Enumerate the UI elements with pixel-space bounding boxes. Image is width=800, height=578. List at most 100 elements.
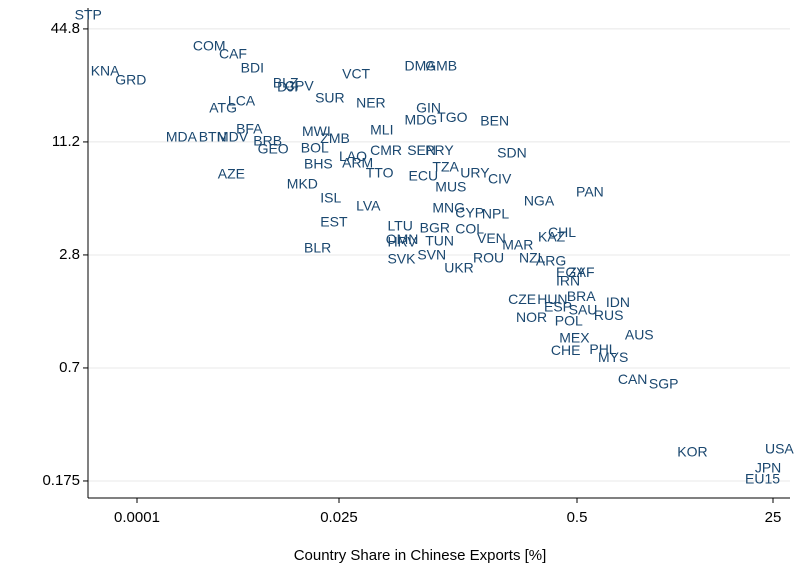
x-tick-label: 0.0001 <box>114 509 160 526</box>
point-label: ISL <box>320 190 341 206</box>
point-label: PHL <box>589 341 616 357</box>
point-label: EGY <box>556 264 586 280</box>
point-label: ARM <box>342 155 373 171</box>
point-label: LAO <box>339 148 367 164</box>
point-label: STP <box>75 7 102 23</box>
point-label: LCA <box>228 93 256 109</box>
point-label: BHS <box>304 156 333 172</box>
point-label: JPN <box>755 460 781 476</box>
point-label: UKR <box>444 260 474 276</box>
y-tick-label: 44.8 <box>51 20 80 37</box>
point-label: SVN <box>417 247 446 263</box>
point-label: USA <box>765 441 794 457</box>
point-label: BOL <box>301 139 329 155</box>
point-label: MNG <box>432 200 465 216</box>
point-label: BEN <box>480 113 509 129</box>
point-label: COL <box>455 221 484 237</box>
point-label: CHL <box>548 224 576 240</box>
point-label: MDV <box>217 128 249 144</box>
point-label: CAF <box>219 46 247 62</box>
point-label: ARG <box>536 253 566 269</box>
point-label: RUS <box>594 307 624 323</box>
point-label: ROU <box>473 250 504 266</box>
point-label: BTN <box>199 128 227 144</box>
x-tick-label: 0.5 <box>567 509 588 526</box>
point-label: POL <box>555 313 583 329</box>
point-label: LVA <box>356 198 381 214</box>
point-label: CPV <box>285 78 314 94</box>
point-label: SUR <box>315 90 345 106</box>
point-label: NPL <box>482 206 509 222</box>
point-label: MUS <box>435 179 466 195</box>
point-label: COM <box>193 38 226 54</box>
x-axis-label: Country Share in Chinese Exports [%] <box>294 547 547 564</box>
x-tick-label: 0.025 <box>320 509 358 526</box>
point-label: BGR <box>420 220 450 236</box>
point-label: AZE <box>218 166 245 182</box>
point-label: IDN <box>606 294 630 310</box>
point-label: IRN <box>556 273 580 289</box>
point-label: GRD <box>115 72 146 88</box>
y-tick-label: 11.2 <box>52 133 80 150</box>
point-label: URY <box>460 165 490 181</box>
point-label: GMB <box>425 58 457 74</box>
point-label: TUN <box>425 233 454 249</box>
point-label: DMA <box>404 58 436 74</box>
point-label: TGO <box>437 109 467 125</box>
point-label: HRV <box>387 234 417 250</box>
point-label: ATG <box>209 100 237 116</box>
point-label: SDN <box>497 145 527 161</box>
point-label: OMN <box>386 231 419 247</box>
point-label: NER <box>356 94 386 110</box>
point-label: SAU <box>569 302 598 318</box>
point-label: TZA <box>432 159 459 175</box>
point-label: LTU <box>387 218 412 234</box>
point-label: GIN <box>416 100 441 116</box>
point-label: MAR <box>502 237 533 253</box>
point-label: ECU <box>409 168 439 184</box>
point-label: PRY <box>425 142 454 158</box>
point-label: KOR <box>677 444 707 460</box>
point-label: SEN <box>407 142 436 158</box>
point-label: CZE <box>508 291 536 307</box>
point-label: MDG <box>404 112 437 128</box>
point-label: EU15 <box>745 471 780 487</box>
point-label: MDA <box>166 128 198 144</box>
point-label: GEO <box>258 140 289 156</box>
point-label: CYP <box>455 205 484 221</box>
point-label: MEX <box>559 330 590 346</box>
point-label: MWI <box>302 123 331 139</box>
y-tick-label: 0.7 <box>59 359 80 376</box>
point-label: AUS <box>625 326 654 342</box>
point-label: MKD <box>287 176 318 192</box>
point-label: PAN <box>576 184 604 200</box>
x-tick-label: 25 <box>765 509 782 526</box>
point-label: VCT <box>342 66 370 82</box>
y-tick-label: 2.8 <box>59 246 80 263</box>
point-label: NZL <box>519 250 546 266</box>
point-label: KAZ <box>538 229 566 245</box>
point-label: BDI <box>241 60 264 76</box>
point-label: SGP <box>649 375 679 391</box>
y-tick-label: 0.175 <box>42 472 80 489</box>
point-label: SVK <box>387 251 416 267</box>
point-label: ESP <box>544 299 572 315</box>
point-label: NGA <box>524 193 555 209</box>
point-label: ZAF <box>568 264 594 280</box>
point-label: CAN <box>618 371 648 387</box>
point-label: MYS <box>598 349 628 365</box>
point-label: EST <box>320 214 348 230</box>
point-label: MLI <box>370 122 393 138</box>
point-label: BLZ <box>273 75 299 91</box>
point-label: HUN <box>537 291 567 307</box>
point-label: BFA <box>236 120 263 136</box>
point-label: VEN <box>477 230 506 246</box>
point-label: BRA <box>567 288 596 304</box>
point-label: BRB <box>253 133 282 149</box>
point-label: CIV <box>488 171 512 187</box>
point-label: TTO <box>366 165 394 181</box>
point-label: CMR <box>370 142 402 158</box>
point-label: DJI <box>277 79 298 95</box>
point-label: BLR <box>304 240 331 256</box>
